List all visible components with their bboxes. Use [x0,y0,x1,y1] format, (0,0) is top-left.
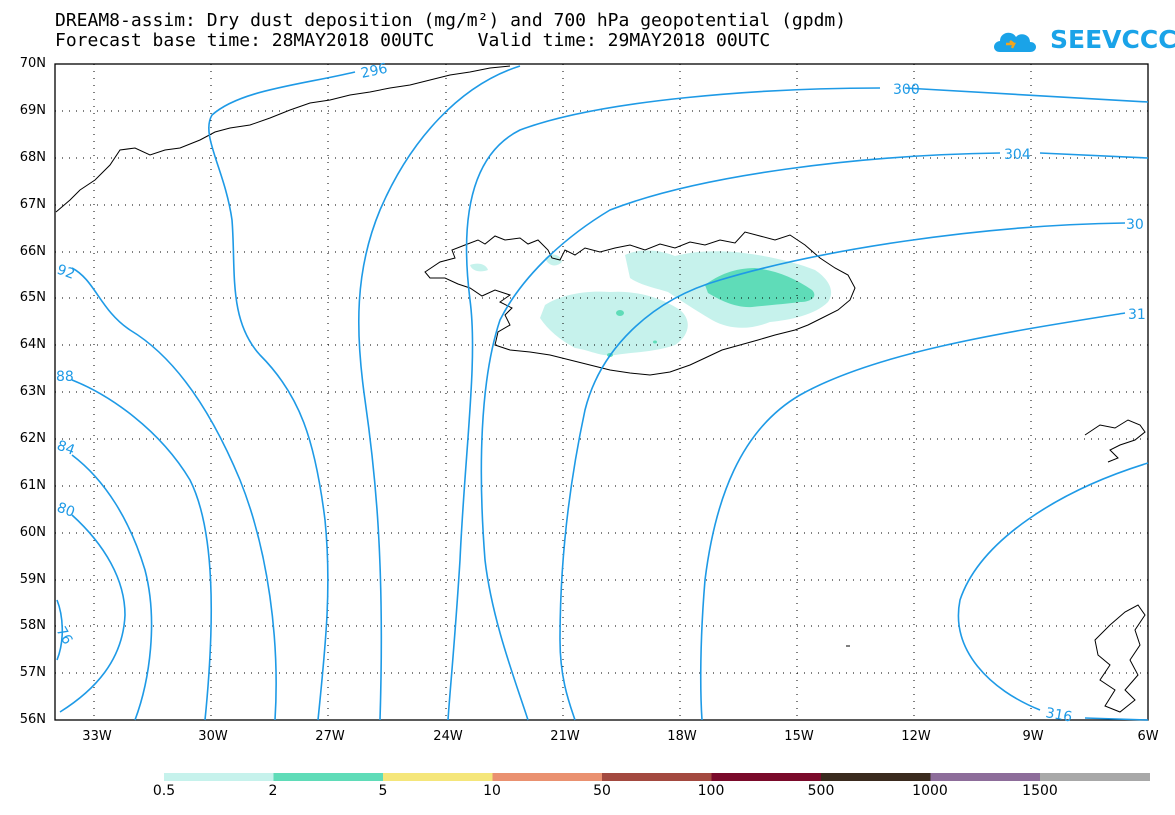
legend-label: 1000 [912,783,948,799]
legend-label: 50 [593,783,611,799]
legend-swatch [492,773,602,781]
contour-label: 304 [1004,147,1031,163]
lon-label: 24W [433,729,463,744]
lat-label: 57N [19,665,46,680]
lon-label: 21W [550,729,580,744]
chart-title-line2: Forecast base time: 28MAY2018 00UTC Vali… [55,30,771,51]
gridlines [55,64,1148,720]
lat-label: 68N [19,150,46,165]
lon-label: 18W [667,729,697,744]
lon-label: 6W [1137,729,1159,744]
lon-label: 33W [82,729,112,744]
chart-title-line1: DREAM8-assim: Dry dust deposition (mg/m²… [55,10,847,31]
contour-label: 76 [53,624,76,648]
lat-label: 62N [19,431,46,446]
lat-label: 63N [19,384,46,399]
legend-label: 100 [697,783,725,799]
lat-label: 60N [19,525,46,540]
legend-swatch [383,773,493,781]
legend-label: 500 [807,783,835,799]
lat-label: 66N [19,244,46,259]
legend-swatch [930,773,1040,781]
lat-label: 58N [19,618,46,633]
contour-label: 300 [893,82,920,98]
geopotential-contours [56,65,1149,721]
contour-label: 92 [55,262,77,283]
legend-colorbar [164,773,1150,781]
lat-label: 59N [19,572,46,587]
lat-label: 56N [19,712,46,727]
cloud-icon [994,32,1036,52]
lon-label: 27W [315,729,345,744]
contour-label: 30 [1126,217,1144,233]
legend-label: 1500 [1022,783,1058,799]
legend-swatch [1040,773,1150,781]
contour-label: 316 [1044,705,1073,725]
lat-label: 69N [19,103,46,118]
lat-label: 67N [19,197,46,212]
contour-labels: 296 300 304 30 31 92 88 84 80 76 316 [53,61,1146,726]
legend-label: 5 [378,783,388,799]
legend-swatch [273,773,383,781]
contour-label: 80 [55,500,77,521]
lon-label: 15W [784,729,814,744]
legend-swatch [821,773,931,781]
legend-label: 2 [268,783,278,799]
lon-label: 9W [1022,729,1044,744]
seevccc-logo: SEEVCCC [1050,25,1175,54]
legend-swatch [164,773,274,781]
legend-swatch [602,773,712,781]
lat-label: 65N [19,290,46,305]
contour-label: 31 [1128,307,1146,323]
lat-label: 61N [19,478,46,493]
legend-label: 10 [483,783,501,799]
lat-label: 64N [19,337,46,352]
lon-label: 30W [198,729,228,744]
contour-label: 88 [56,369,74,385]
lon-label: 12W [901,729,931,744]
coastlines [55,65,1146,713]
contour-label: 84 [55,438,77,459]
lat-label: 70N [19,56,46,71]
contour-label: 296 [360,61,390,82]
legend-swatch [711,773,821,781]
legend-label: 0.5 [152,783,176,799]
